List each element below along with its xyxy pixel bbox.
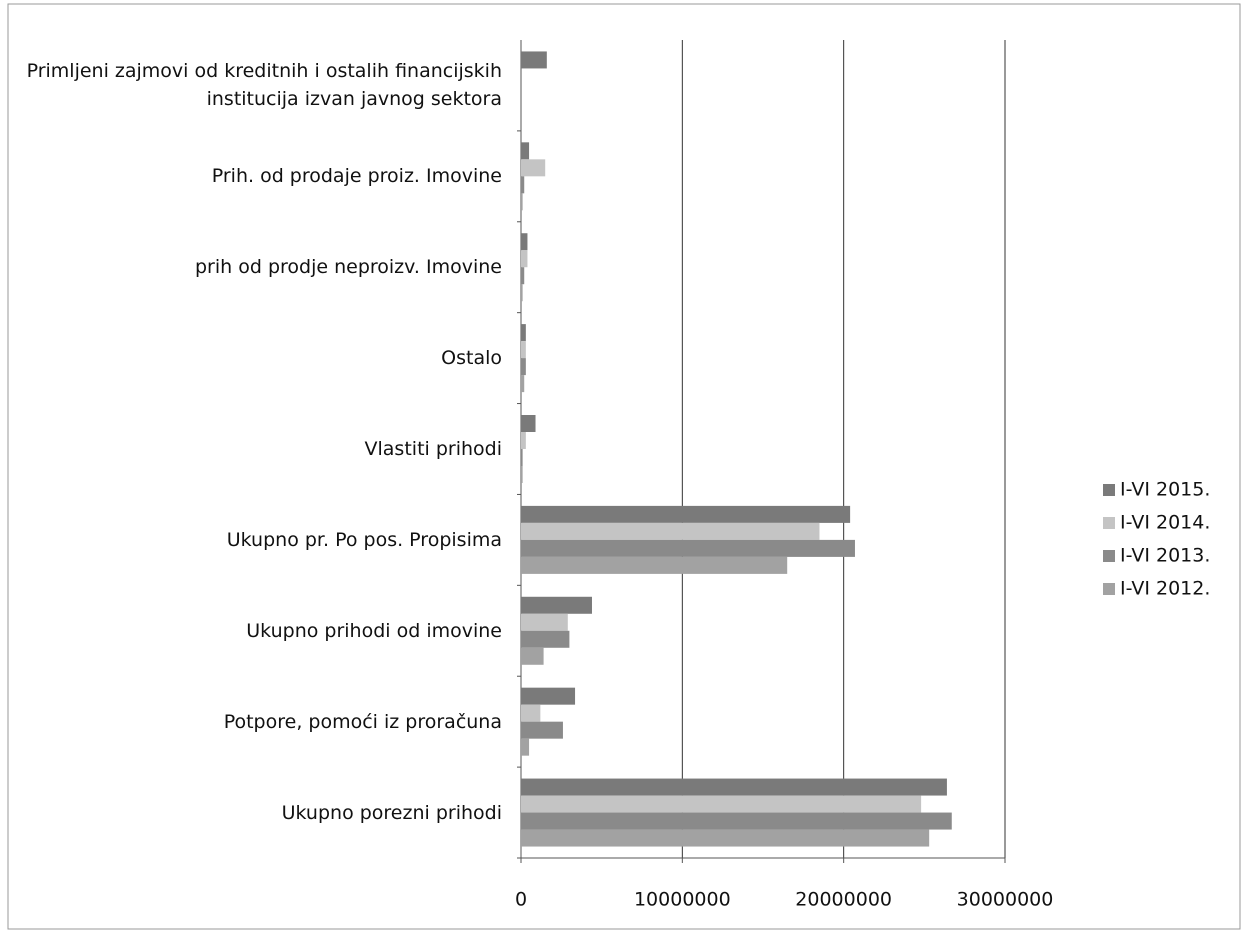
- legend-swatch: [1103, 550, 1115, 562]
- bar: [521, 324, 526, 342]
- bar: [521, 647, 544, 665]
- bar: [521, 51, 547, 69]
- bar: [521, 539, 855, 557]
- y-tick-label: Ukupno prihodi od imovine: [246, 619, 502, 642]
- bar: [521, 233, 528, 251]
- bar: [521, 721, 563, 739]
- bar: [521, 505, 851, 523]
- bar: [521, 142, 530, 160]
- bar: [521, 466, 523, 483]
- bar: [521, 250, 528, 268]
- bar: [521, 358, 526, 376]
- bar: [521, 778, 947, 796]
- bar: [521, 704, 541, 722]
- x-tick-label: 30000000: [957, 889, 1054, 911]
- bar: [521, 630, 570, 648]
- frame: [7, 3, 1241, 930]
- legend-label: I-VI 2012.: [1120, 578, 1210, 600]
- legend-label: I-VI 2015.: [1120, 479, 1210, 501]
- bar: [521, 415, 536, 432]
- legend-label: I-VI 2014.: [1120, 512, 1210, 534]
- bar: [521, 795, 922, 813]
- bar: [521, 176, 525, 194]
- x-tick-label: 20000000: [795, 889, 892, 911]
- bar: [521, 449, 523, 466]
- bar: [521, 812, 952, 830]
- legend-swatch: [1103, 484, 1115, 496]
- bar: [521, 596, 592, 614]
- bar: [521, 193, 523, 211]
- legend-swatch: [1103, 517, 1115, 529]
- bar: [521, 375, 525, 393]
- legend-swatch: [1103, 583, 1115, 595]
- bar: [521, 432, 526, 449]
- bar: [521, 687, 576, 705]
- bar: [521, 613, 568, 631]
- y-tick-label: Prih. od prodaje proiz. Imovine: [211, 165, 502, 188]
- y-tick-label: Ostalo: [441, 347, 502, 370]
- y-tick-label: Vlastiti prihodi: [364, 438, 502, 460]
- y-tick-label: Ukupno pr. Po pos. Propisima: [226, 528, 502, 551]
- x-tick-label: 10000000: [634, 889, 731, 911]
- y-tick-label: Potpore, pomoći iz proračuna: [223, 710, 502, 733]
- bar: [521, 522, 820, 540]
- bar: [521, 738, 530, 756]
- legend-label: I-VI 2013.: [1120, 545, 1210, 567]
- y-tick-label: prih od prodje neproizv. Imovine: [194, 256, 502, 279]
- bar: [521, 829, 930, 847]
- bar: [521, 159, 546, 177]
- y-tick-label: Ukupno porezni prihodi: [281, 801, 502, 824]
- bar: [521, 341, 526, 359]
- x-tick-label: 0: [515, 889, 527, 911]
- bar: [521, 556, 788, 574]
- bar: [521, 267, 525, 285]
- bar: [521, 284, 523, 302]
- y-tick-label: Primljeni zajmovi od kreditnih i ostalih…: [26, 60, 502, 111]
